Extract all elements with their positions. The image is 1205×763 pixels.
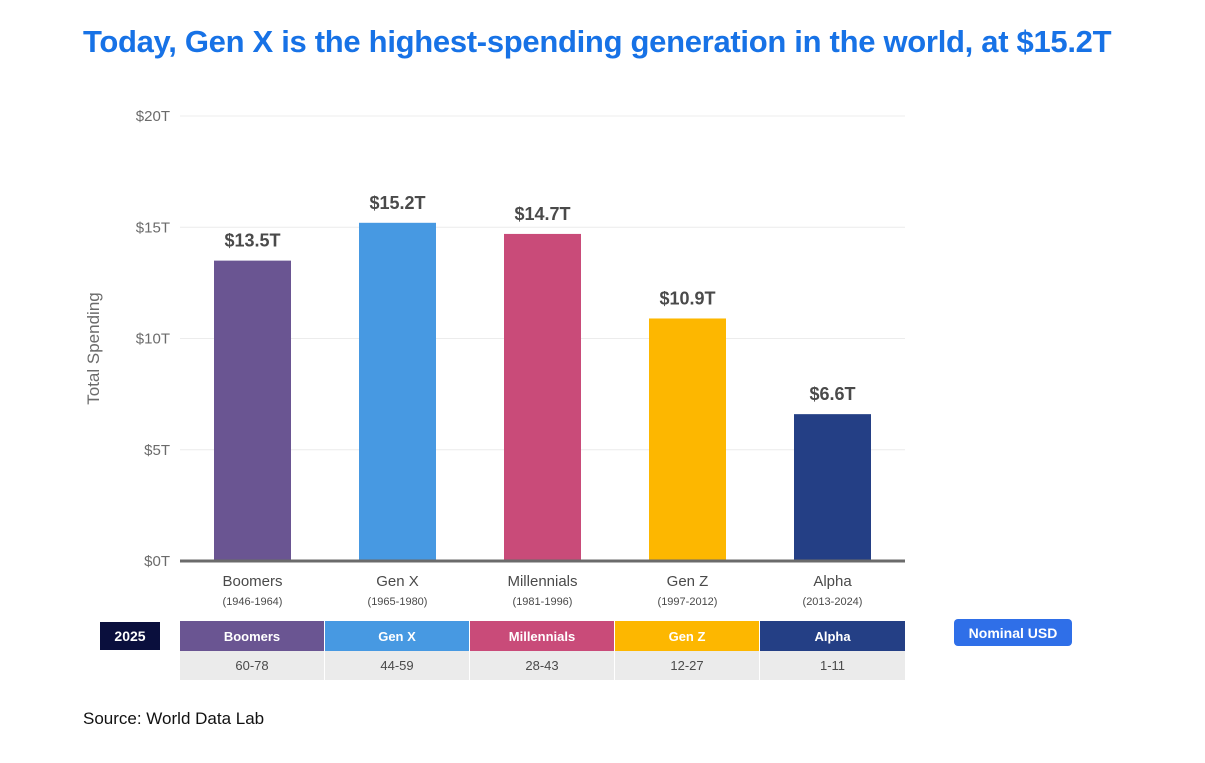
age-cell-millennials: 28-43 <box>470 651 615 680</box>
age-cell-gen-x: 44-59 <box>325 651 470 680</box>
age-table-header-boomers: Boomers <box>180 621 325 651</box>
y-axis-label: Total Spending <box>84 292 103 404</box>
age-table-age-row: 60-78 44-59 28-43 12-27 1-11 <box>180 651 905 680</box>
value-label-gen-z: $10.9T <box>659 288 715 308</box>
x-tick-years-gen-z: (1997-2012) <box>658 596 718 608</box>
x-tick-label-boomers: Boomers <box>222 573 282 590</box>
age-table-header-gen-x: Gen X <box>325 621 470 651</box>
value-label-millennials: $14.7T <box>514 204 570 224</box>
source-note: Source: World Data Lab <box>83 709 265 728</box>
bar-gen-x <box>359 222 436 562</box>
x-tick-years-alpha: (2013-2024) <box>803 596 863 608</box>
x-tick-years-boomers: (1946-1964) <box>223 596 283 608</box>
value-label-gen-x: $15.2T <box>369 193 425 213</box>
bar-alpha <box>794 414 871 561</box>
bar-boomers <box>214 260 291 561</box>
x-tick-years-gen-x: (1965-1980) <box>368 596 428 608</box>
bar-millennials <box>504 233 581 562</box>
age-cell-alpha: 1-11 <box>760 651 905 680</box>
chart-title: Today, Gen X is the highest-spending gen… <box>83 24 1112 59</box>
x-tick-label-alpha: Alpha <box>813 573 852 590</box>
age-table-header-row: Boomers Gen X Millennials Gen Z Alpha <box>180 621 905 651</box>
y-tick-label: $20T <box>136 108 170 125</box>
age-table-header-millennials: Millennials <box>470 621 615 651</box>
age-table: Boomers Gen X Millennials Gen Z Alpha 60… <box>180 621 905 680</box>
y-tick-label: $15T <box>136 219 170 236</box>
legend-nominal-usd: Nominal USD <box>954 619 1072 646</box>
value-label-alpha: $6.6T <box>809 384 855 404</box>
x-tick-label-gen-x: Gen X <box>376 573 419 590</box>
age-table-header-gen-z: Gen Z <box>615 621 760 651</box>
x-tick-label-millennials: Millennials <box>507 573 577 590</box>
age-cell-boomers: 60-78 <box>180 651 325 680</box>
age-cell-gen-z: 12-27 <box>615 651 760 680</box>
y-tick-label: $10T <box>136 331 170 348</box>
x-tick-label-gen-z: Gen Z <box>667 573 709 590</box>
bar-gen-z <box>649 318 726 561</box>
y-tick-label: $5T <box>144 442 170 459</box>
x-tick-years-millennials: (1981-1996) <box>513 596 573 608</box>
bar-chart: $0T $5T $10T $15T $20T Total Spending $13.5T Bo… <box>84 108 905 608</box>
value-label-boomers: $13.5T <box>224 231 280 251</box>
year-label: 2025 <box>100 622 160 650</box>
age-table-header-alpha: Alpha <box>760 621 905 651</box>
y-tick-label: $0T <box>144 553 170 570</box>
